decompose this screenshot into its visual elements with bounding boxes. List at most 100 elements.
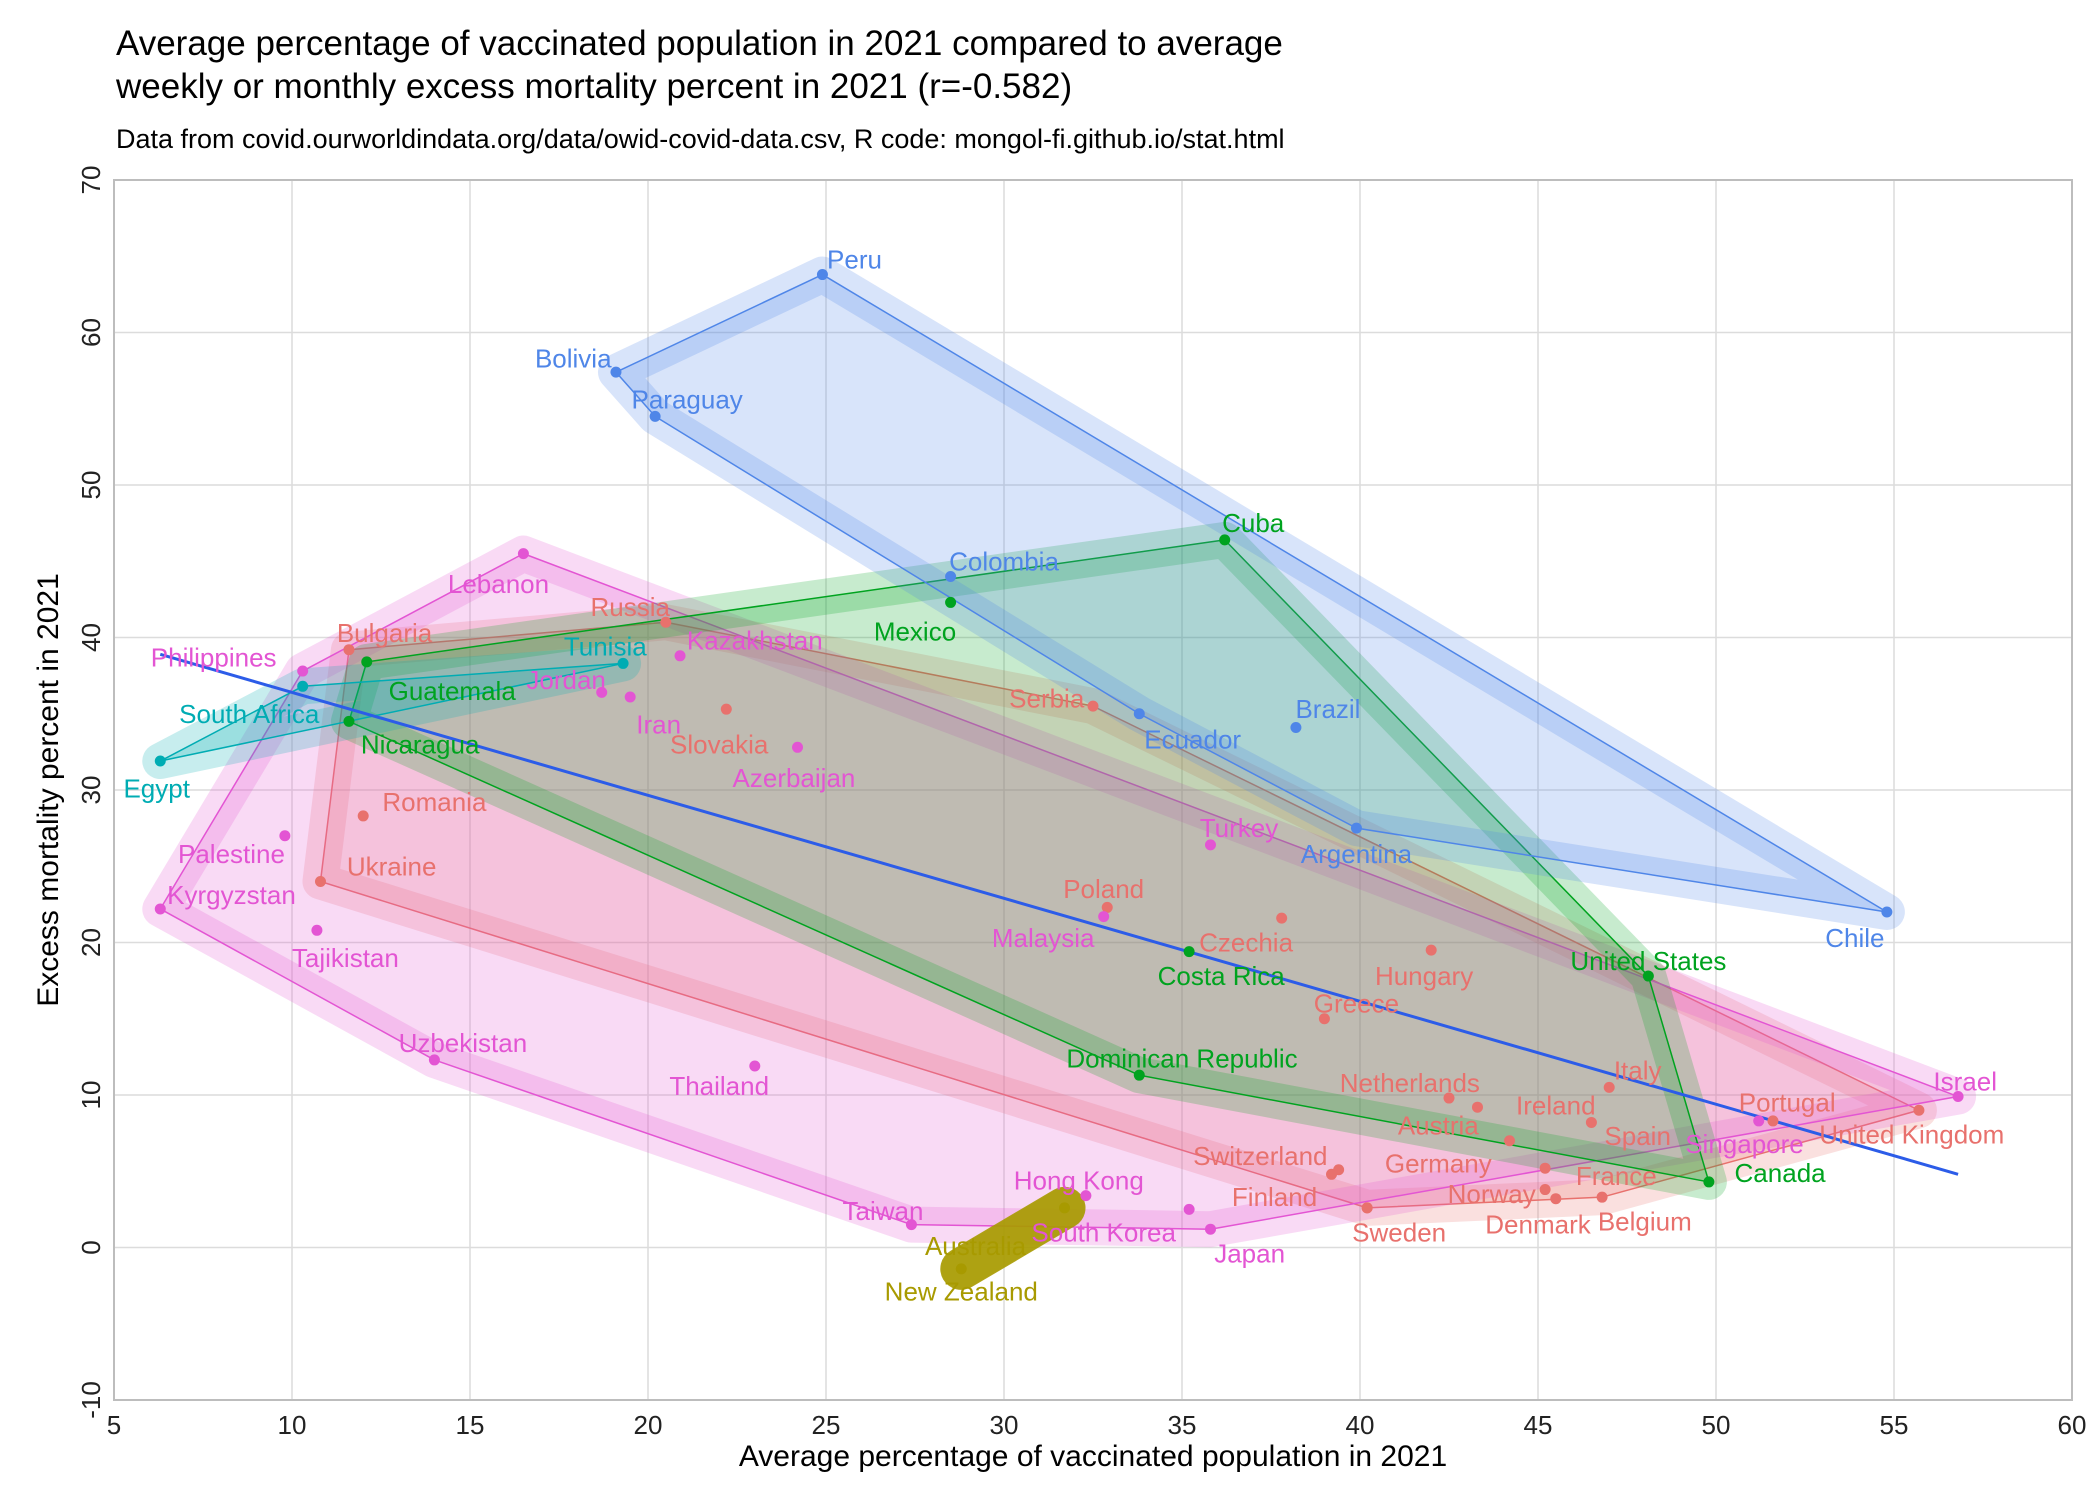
point-peru <box>816 269 828 281</box>
plot-panel <box>113 179 2073 1401</box>
label-kazakhstan: Kazakhstan <box>687 626 823 656</box>
label-tajikistan: Tajikistan <box>292 943 399 973</box>
label-poland: Poland <box>1063 874 1144 904</box>
label-portugal: Portugal <box>1739 1088 1836 1118</box>
point-poland <box>1101 901 1113 913</box>
point-taiwan <box>905 1219 917 1231</box>
point-czechia <box>1276 912 1288 924</box>
label-ukraine: Ukraine <box>347 851 437 881</box>
label-costa-rica: Costa Rica <box>1158 961 1286 991</box>
x-tick-label-45: 45 <box>1524 1410 1553 1440</box>
label-dominican-republic: Dominican Republic <box>1066 1043 1297 1073</box>
label-palestine: Palestine <box>178 839 285 869</box>
x-axis-title: Average percentage of vaccinated populat… <box>739 1440 1447 1473</box>
label-philippines: Philippines <box>151 642 277 672</box>
point-paraguay <box>649 410 661 422</box>
label-sweden: Sweden <box>1352 1217 1446 1247</box>
point-ecuador <box>1133 708 1145 720</box>
point-bolivia <box>610 366 622 378</box>
x-tick-label-60: 60 <box>2058 1410 2087 1440</box>
x-tick-label-5: 5 <box>107 1410 121 1440</box>
point-belgium <box>1596 1191 1608 1203</box>
label-bulgaria: Bulgaria <box>337 618 433 648</box>
point-kyrgyzstan <box>154 903 166 915</box>
x-tick-label-40: 40 <box>1346 1410 1375 1440</box>
label-finland: Finland <box>1232 1182 1317 1212</box>
label-canada: Canada <box>1735 1158 1827 1188</box>
label-australia: Australia <box>925 1231 1027 1261</box>
y-tick-label-30: 30 <box>76 776 106 805</box>
label-cuba: Cuba <box>1222 508 1285 538</box>
point-philippines <box>297 665 309 677</box>
group-4-hull-outline <box>159 662 624 762</box>
label-peru: Peru <box>827 244 882 274</box>
label-south-africa: South Africa <box>179 699 320 729</box>
label-south-korea: South Korea <box>1031 1217 1176 1247</box>
label-nicaragua: Nicaragua <box>361 729 480 759</box>
y-tick-label-50: 50 <box>76 471 106 500</box>
point-ireland <box>1471 1101 1483 1113</box>
group-6-hull <box>941 1187 1085 1289</box>
point-palestine <box>279 830 291 842</box>
point-nicaragua <box>343 715 355 727</box>
point-uzbekistan <box>428 1054 440 1066</box>
point-malaysia <box>1098 911 1110 923</box>
point-austria <box>1504 1135 1516 1147</box>
label-bolivia: Bolivia <box>535 343 612 373</box>
point-brazil <box>1290 721 1302 733</box>
label-hungary: Hungary <box>1375 961 1473 991</box>
label-denmark: Denmark <box>1485 1210 1591 1240</box>
point-kazakhstan <box>674 650 686 662</box>
point-france <box>1539 1162 1551 1174</box>
point-lebanon <box>517 548 529 560</box>
point-south-africa <box>297 680 309 692</box>
label-azerbaijan: Azerbaijan <box>733 763 856 793</box>
label-chile: Chile <box>1825 923 1884 953</box>
label-norway: Norway <box>1448 1179 1536 1209</box>
label-ireland: Ireland <box>1516 1091 1596 1121</box>
point-tajikistan <box>311 924 323 936</box>
point-denmark <box>1550 1193 1562 1205</box>
point-united-kingdom <box>1913 1104 1925 1116</box>
point-portugal <box>1767 1115 1779 1127</box>
label-brazil: Brazil <box>1295 694 1360 724</box>
regression-line <box>159 652 1959 1176</box>
label-iran: Iran <box>636 709 681 739</box>
x-tick-label-30: 30 <box>990 1410 1019 1440</box>
point-serbia <box>1087 700 1099 712</box>
x-tick-label-50: 50 <box>1702 1410 1731 1440</box>
point-egypt <box>154 755 166 767</box>
y-tick-label-20: 20 <box>76 928 106 957</box>
label-argentina: Argentina <box>1301 839 1413 869</box>
label-france: France <box>1576 1161 1657 1191</box>
point-canada <box>1703 1176 1715 1188</box>
point-italy <box>1603 1081 1615 1093</box>
chart-subtitle: Data from covid.ourworldindata.org/data/… <box>116 124 1285 154</box>
point-russia <box>660 616 672 628</box>
label-austria: Austria <box>1398 1111 1479 1141</box>
point-israel <box>1952 1091 1964 1103</box>
label-russia: Russia <box>590 592 670 622</box>
point-united-states <box>1642 970 1654 982</box>
label-slovakia: Slovakia <box>670 729 769 759</box>
label-mexico: Mexico <box>874 616 956 646</box>
point-guatemala <box>361 656 373 668</box>
label-greece: Greece <box>1314 989 1399 1019</box>
x-tick-label-35: 35 <box>1168 1410 1197 1440</box>
label-hong-kong: Hong Kong <box>1014 1165 1144 1195</box>
point-slovakia <box>720 703 732 715</box>
label-malaysia: Malaysia <box>992 923 1095 953</box>
label-italy: Italy <box>1614 1056 1662 1086</box>
point-south-korea <box>1183 1203 1195 1215</box>
label-switzerland: Switzerland <box>1193 1141 1327 1171</box>
label-uzbekistan: Uzbekistan <box>399 1028 528 1058</box>
point-chile <box>1881 906 1893 918</box>
label-israel: Israel <box>1933 1066 1997 1096</box>
label-romania: Romania <box>382 787 487 817</box>
point-iran <box>624 691 636 703</box>
point-argentina <box>1350 822 1362 834</box>
label-kyrgyzstan: Kyrgyzstan <box>167 880 296 910</box>
label-lebanon: Lebanon <box>448 569 549 599</box>
point-bulgaria <box>343 644 355 656</box>
label-singapore: Singapore <box>1685 1129 1804 1159</box>
